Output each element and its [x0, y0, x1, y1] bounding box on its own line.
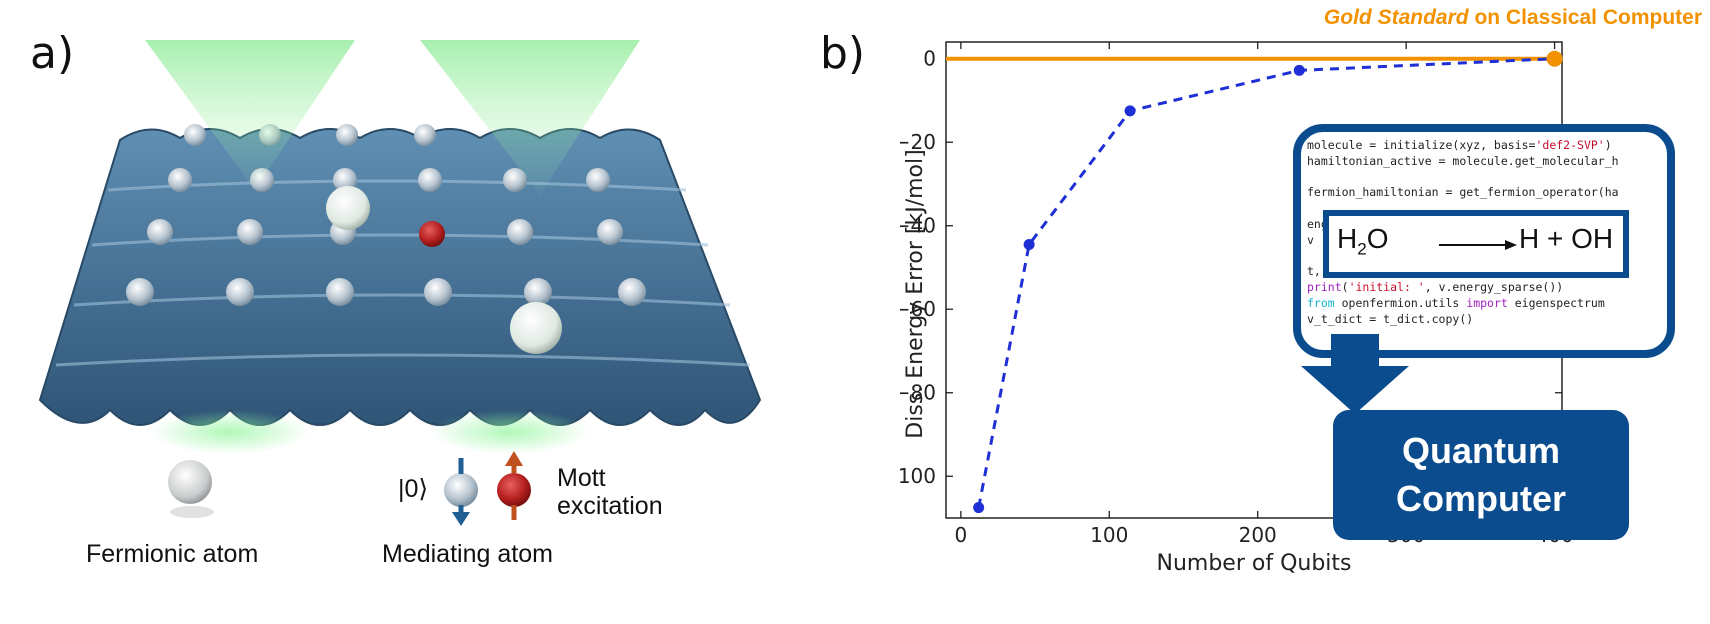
mott-label-line1: Mott [557, 464, 606, 492]
laser-beam-left [145, 40, 355, 190]
code-line: from openfermion.utils import eigenspect… [1307, 296, 1605, 310]
fermionic-atom-caption: Fermionic atom [86, 540, 259, 568]
gold-standard-title: Gold Standard on Classical Computer [1323, 6, 1702, 29]
x-axis-label: Number of Qubits [1157, 551, 1352, 576]
optical-lattice-illustration [38, 40, 762, 526]
chart-marks [946, 50, 1563, 514]
panel-b-label: b) [820, 28, 866, 79]
spin-up-arrow-icon [505, 451, 523, 466]
y-tick-label: −80 [900, 381, 936, 405]
y-tick-label: 0 [923, 47, 936, 71]
data-point [1546, 50, 1563, 67]
lattice-atoms [126, 124, 646, 354]
y-tick-label: −100 [900, 464, 936, 488]
reaction-lhs: H2O [1337, 223, 1389, 259]
panel-a-label: a) [30, 28, 75, 79]
code-line: molecule = initialize(xyz, basis='def2-S… [1307, 138, 1612, 152]
y-tick-label: −20 [900, 130, 936, 154]
mediating-atom-caption: Mediating atom [382, 540, 553, 568]
x-tick-label: 200 [1239, 523, 1277, 547]
lattice-surface [38, 128, 762, 426]
mott-atom-icon [497, 473, 531, 507]
y-tick-label: −40 [900, 214, 936, 238]
code-line: v_t_dict = t_dict.copy() [1307, 311, 1474, 326]
mediating-atom-icon [444, 473, 478, 507]
spin-down-arrow-icon [452, 512, 470, 526]
mott-label-line2: excitation [557, 492, 663, 520]
qc-line2: Computer [1396, 478, 1566, 519]
data-point [1293, 64, 1305, 76]
data-point [973, 502, 985, 514]
reaction-arrow-icon [1439, 240, 1517, 250]
x-tick-label: 0 [954, 523, 967, 547]
code-line: print('initial: ', v.energy_sparse()) [1307, 280, 1564, 295]
y-tick-label: −60 [900, 297, 936, 321]
data-point [1023, 239, 1035, 251]
data-point [1124, 105, 1136, 117]
reaction-equation: H2O H + OH [1323, 210, 1629, 278]
x-tick-label: 100 [1090, 523, 1128, 547]
y-axis-label: Diss. Energy Error [kJ/mol] [903, 149, 928, 438]
code-line: hamiltonian_active = molecule.get_molecu… [1307, 153, 1619, 168]
down-arrow-icon [1301, 334, 1409, 414]
code-line: fermion_hamiltonian = get_fermion_operat… [1307, 185, 1619, 200]
qc-line1: Quantum [1402, 430, 1560, 471]
reaction-rhs: H + OH [1519, 223, 1614, 254]
quantum-computer-box: Quantum Computer [1333, 410, 1629, 540]
ket-zero-label: |0⟩ [398, 475, 429, 503]
laser-beam-right [420, 40, 640, 195]
fermionic-atom-icon [168, 460, 212, 504]
